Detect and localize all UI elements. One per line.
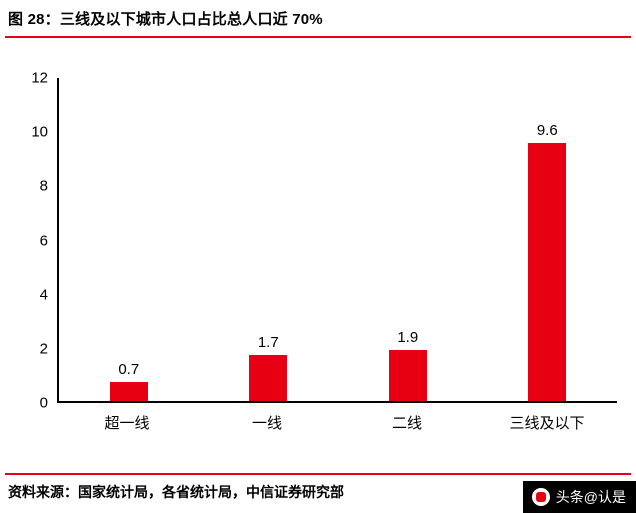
bar-value-label: 1.7 xyxy=(257,334,279,352)
bar-value-label: 9.6 xyxy=(536,121,558,139)
y-axis: 0 2 4 6 8 10 12 xyxy=(0,71,48,411)
y-tick-label: 8 xyxy=(39,177,48,195)
figure-title: 图 28：三线及以下城市人口占比总人口近 70% xyxy=(8,11,323,28)
bar-2 xyxy=(249,355,288,401)
bar-column: 0.7 xyxy=(59,78,199,401)
y-tick-label: 4 xyxy=(39,286,48,304)
x-tick-label: 三线及以下 xyxy=(509,415,585,432)
x-tick-label: 二线 xyxy=(391,415,422,432)
y-tick-label: 10 xyxy=(31,123,48,141)
watermark-badge: 头条@认是 xyxy=(522,481,636,513)
bar-column: 9.6 xyxy=(478,78,618,401)
y-tick-label: 0 xyxy=(39,394,48,412)
x-axis: 超一线 一线 二线 三线及以下 xyxy=(57,412,617,433)
y-tick-label: 6 xyxy=(39,232,48,249)
plot-area: 0.7 1.7 1.9 9.6 xyxy=(57,78,617,403)
bar-column: 1.7 xyxy=(199,78,339,401)
watermark-label: 头条@认是 xyxy=(555,489,626,505)
bar-1 xyxy=(109,382,148,401)
x-tick-label: 超一线 xyxy=(104,415,150,432)
title-divider xyxy=(5,36,631,38)
bar-column: 1.9 xyxy=(338,78,478,401)
bar-value-label: 1.9 xyxy=(397,328,419,346)
bar-3 xyxy=(388,349,427,401)
x-tick-label: 一线 xyxy=(251,415,282,432)
source-note: 资料来源：国家统计局，各省统计局，中信证券研究部 xyxy=(8,484,344,500)
y-tick-label: 2 xyxy=(39,340,48,358)
bar-value-label: 0.7 xyxy=(118,361,140,379)
toutiao-logo-icon xyxy=(531,488,550,506)
source-divider xyxy=(5,473,631,475)
y-tick-label: 12 xyxy=(31,69,48,87)
bar-4 xyxy=(528,142,567,401)
bars: 0.7 1.7 1.9 9.6 xyxy=(59,78,617,401)
